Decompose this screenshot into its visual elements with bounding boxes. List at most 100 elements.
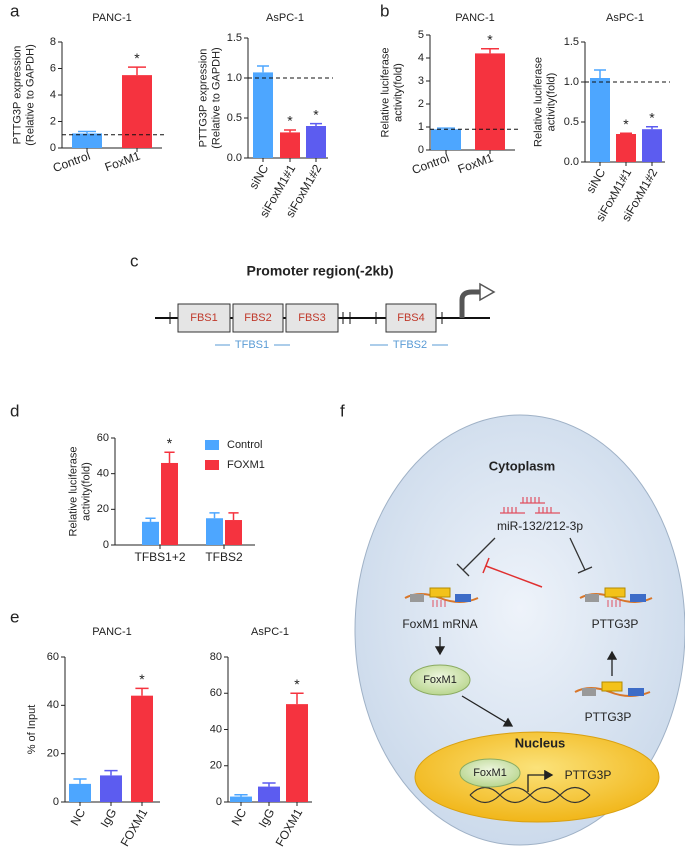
legend-label: FOXM1 [227,459,265,471]
y-tick-label: 4 [418,52,424,64]
error-bar [104,769,118,776]
panel-label: a [10,1,20,20]
x-tick-label: FOXM1 [118,806,151,849]
value-label: * [487,32,493,48]
error-bar [262,782,276,787]
bar [131,695,153,802]
x-tick-label: siNC [246,162,271,192]
y-tick-label: 20 [97,503,109,515]
fbs-label: FBS4 [397,312,425,324]
y-tick-label: 8 [50,36,56,48]
y-tick-label: 0 [53,796,59,808]
pseudogene-label: PTTG3P [592,617,639,631]
panel-label: e [10,607,19,626]
y-axis-label: Relative luciferase [379,48,391,138]
y-tick-label: 1.5 [227,32,242,44]
y-tick-label: 0 [216,796,222,808]
bar [475,53,505,150]
x-tick-label: IgG [98,806,120,830]
panel-label: c [130,251,139,270]
arrow [527,769,554,792]
cytoplasm-label: Cytoplasm [489,458,555,473]
bar [280,132,300,158]
error-bar [234,794,248,797]
y-tick-label: 0.0 [227,152,242,164]
chart-title: PANC-1 [92,12,132,24]
tss-arrowhead [479,282,496,302]
error-bar [310,122,322,126]
error-bar [73,778,87,784]
y-tick-label: 6 [50,62,56,74]
y-tick-label: 4 [50,89,56,101]
chart-title: PANC-1 [455,12,495,24]
bar [122,75,152,148]
x-tick-label: siNC [583,166,608,196]
legend-swatch [205,460,219,470]
chart-title: AsPC-1 [266,12,304,24]
y-axis-label: % of Input [26,705,38,755]
y-tick-label: 60 [210,687,222,699]
y-tick-label: 60 [47,651,59,663]
protein-label: FoxM1 [423,674,457,686]
bar [253,72,273,158]
site-label: TFBS1 [235,339,269,351]
error-bar [646,126,658,130]
value-label: * [134,50,140,66]
legend-label: Control [227,439,262,451]
nuclear-protein [459,758,521,788]
error-bar [145,517,156,522]
error-bar [228,512,239,521]
y-axis-label: (Relative to GAPDH) [210,47,222,148]
site-label: TFBS2 [393,339,427,351]
y-axis-label: Relative luciferase [532,57,544,147]
y-tick-label: 80 [210,651,222,663]
inhibition-red [482,557,543,588]
y-tick-label: 1 [418,121,424,133]
x-tick-label: FOXM1 [273,806,306,849]
y-axis-label: Relative luciferase [67,447,79,537]
x-tick-label: FoxM1 [103,149,143,175]
bar [431,129,461,150]
y-axis-label: activity(fold) [545,73,557,132]
bar [616,134,636,162]
y-tick-label: 5 [418,29,424,41]
bar [72,133,102,148]
error-bar [594,69,606,78]
error-bar [257,65,269,73]
panel-label: b [380,1,389,20]
promoter-title: Promoter region(-2kb) [246,263,393,279]
pathway-diagram: Cytoplasm miR-132/212-3p FoxM1 mRNA PTTG… [354,414,685,846]
y-axis-label: activity(fold) [392,63,404,122]
dna [469,786,591,804]
transcript-icon [574,681,651,697]
value-label: * [313,106,319,122]
bar [306,126,326,158]
value-label: * [167,435,173,451]
bar [258,786,280,802]
y-tick-label: 1.0 [227,72,242,84]
error-bar [164,451,175,463]
bar [100,775,122,802]
fbs-box [177,303,231,333]
panel-label: f [340,401,345,420]
tss-arrow [459,289,482,318]
y-tick-label: 40 [210,723,222,735]
x-tick-label: NC [68,806,89,828]
promoter-diagram: Promoter region(-2kb) FBS1 FBS2 FBS3 FBS… [155,263,496,351]
bar [590,78,610,162]
value-label: * [623,116,629,132]
y-tick-label: 20 [210,760,222,772]
panel-label: d [10,401,19,420]
chart-title: PANC-1 [92,626,132,638]
pseudogene-icon [579,587,653,607]
inhibition [456,537,496,577]
bar [225,520,242,545]
x-tick-label: TFBS2 [205,550,243,564]
y-tick-label: 2 [50,115,56,127]
inhibition [569,537,593,574]
y-tick-label: 0.5 [564,116,579,128]
error-bar [209,512,220,519]
value-label: * [139,671,145,687]
separators [169,312,443,324]
